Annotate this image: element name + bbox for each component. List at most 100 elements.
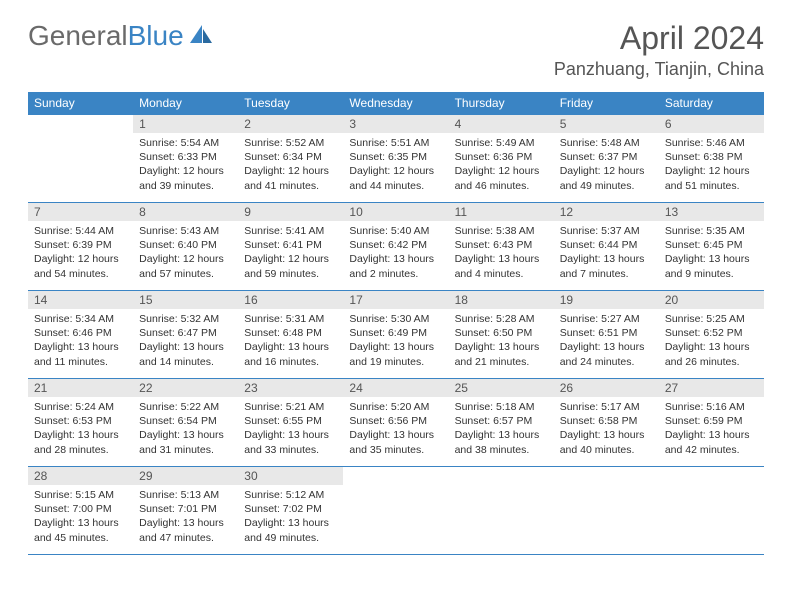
day-data: Sunrise: 5:44 AMSunset: 6:39 PMDaylight:… (28, 221, 133, 284)
day-cell: 15Sunrise: 5:32 AMSunset: 6:47 PMDayligh… (133, 291, 238, 379)
day-data: Sunrise: 5:12 AMSunset: 7:02 PMDaylight:… (238, 485, 343, 548)
day-cell: 9Sunrise: 5:41 AMSunset: 6:41 PMDaylight… (238, 203, 343, 291)
day-cell: 26Sunrise: 5:17 AMSunset: 6:58 PMDayligh… (554, 379, 659, 467)
day-cell: 6Sunrise: 5:46 AMSunset: 6:38 PMDaylight… (659, 115, 764, 203)
logo-sail-icon (188, 20, 214, 52)
weekday-header: Sunday (28, 92, 133, 115)
day-cell: 11Sunrise: 5:38 AMSunset: 6:43 PMDayligh… (449, 203, 554, 291)
day-cell: 7Sunrise: 5:44 AMSunset: 6:39 PMDaylight… (28, 203, 133, 291)
day-data: Sunrise: 5:21 AMSunset: 6:55 PMDaylight:… (238, 397, 343, 460)
day-cell: 27Sunrise: 5:16 AMSunset: 6:59 PMDayligh… (659, 379, 764, 467)
day-cell: 22Sunrise: 5:22 AMSunset: 6:54 PMDayligh… (133, 379, 238, 467)
day-cell: 14Sunrise: 5:34 AMSunset: 6:46 PMDayligh… (28, 291, 133, 379)
empty-cell (28, 115, 133, 203)
day-number: 19 (554, 291, 659, 309)
day-cell: 8Sunrise: 5:43 AMSunset: 6:40 PMDaylight… (133, 203, 238, 291)
day-number: 18 (449, 291, 554, 309)
location: Panzhuang, Tianjin, China (554, 59, 764, 80)
day-data: Sunrise: 5:48 AMSunset: 6:37 PMDaylight:… (554, 133, 659, 196)
day-number: 14 (28, 291, 133, 309)
day-number: 20 (659, 291, 764, 309)
day-number: 1 (133, 115, 238, 133)
day-cell: 30Sunrise: 5:12 AMSunset: 7:02 PMDayligh… (238, 467, 343, 555)
day-number: 26 (554, 379, 659, 397)
day-number: 15 (133, 291, 238, 309)
day-number: 16 (238, 291, 343, 309)
day-cell: 29Sunrise: 5:13 AMSunset: 7:01 PMDayligh… (133, 467, 238, 555)
calendar-week-row: 7Sunrise: 5:44 AMSunset: 6:39 PMDaylight… (28, 203, 764, 291)
day-cell: 4Sunrise: 5:49 AMSunset: 6:36 PMDaylight… (449, 115, 554, 203)
day-number: 12 (554, 203, 659, 221)
weekday-header-row: SundayMondayTuesdayWednesdayThursdayFrid… (28, 92, 764, 115)
calendar-week-row: 1Sunrise: 5:54 AMSunset: 6:33 PMDaylight… (28, 115, 764, 203)
day-cell: 17Sunrise: 5:30 AMSunset: 6:49 PMDayligh… (343, 291, 448, 379)
day-data: Sunrise: 5:38 AMSunset: 6:43 PMDaylight:… (449, 221, 554, 284)
day-number: 21 (28, 379, 133, 397)
day-cell: 10Sunrise: 5:40 AMSunset: 6:42 PMDayligh… (343, 203, 448, 291)
month-title: April 2024 (554, 20, 764, 57)
calendar-week-row: 14Sunrise: 5:34 AMSunset: 6:46 PMDayligh… (28, 291, 764, 379)
day-cell: 5Sunrise: 5:48 AMSunset: 6:37 PMDaylight… (554, 115, 659, 203)
day-data: Sunrise: 5:27 AMSunset: 6:51 PMDaylight:… (554, 309, 659, 372)
day-data: Sunrise: 5:13 AMSunset: 7:01 PMDaylight:… (133, 485, 238, 548)
day-data: Sunrise: 5:41 AMSunset: 6:41 PMDaylight:… (238, 221, 343, 284)
weekday-header: Tuesday (238, 92, 343, 115)
empty-cell (554, 467, 659, 555)
day-data: Sunrise: 5:54 AMSunset: 6:33 PMDaylight:… (133, 133, 238, 196)
day-cell: 19Sunrise: 5:27 AMSunset: 6:51 PMDayligh… (554, 291, 659, 379)
calendar-table: SundayMondayTuesdayWednesdayThursdayFrid… (28, 92, 764, 555)
day-cell: 20Sunrise: 5:25 AMSunset: 6:52 PMDayligh… (659, 291, 764, 379)
day-cell: 25Sunrise: 5:18 AMSunset: 6:57 PMDayligh… (449, 379, 554, 467)
day-number: 7 (28, 203, 133, 221)
day-data: Sunrise: 5:40 AMSunset: 6:42 PMDaylight:… (343, 221, 448, 284)
day-cell: 24Sunrise: 5:20 AMSunset: 6:56 PMDayligh… (343, 379, 448, 467)
header: GeneralBlue April 2024 Panzhuang, Tianji… (28, 20, 764, 80)
weekday-header: Thursday (449, 92, 554, 115)
day-number: 4 (449, 115, 554, 133)
day-cell: 12Sunrise: 5:37 AMSunset: 6:44 PMDayligh… (554, 203, 659, 291)
day-number: 5 (554, 115, 659, 133)
day-data: Sunrise: 5:16 AMSunset: 6:59 PMDaylight:… (659, 397, 764, 460)
day-cell: 28Sunrise: 5:15 AMSunset: 7:00 PMDayligh… (28, 467, 133, 555)
day-number: 30 (238, 467, 343, 485)
day-data: Sunrise: 5:18 AMSunset: 6:57 PMDaylight:… (449, 397, 554, 460)
day-data: Sunrise: 5:22 AMSunset: 6:54 PMDaylight:… (133, 397, 238, 460)
day-data: Sunrise: 5:32 AMSunset: 6:47 PMDaylight:… (133, 309, 238, 372)
day-data: Sunrise: 5:25 AMSunset: 6:52 PMDaylight:… (659, 309, 764, 372)
day-number: 10 (343, 203, 448, 221)
title-block: April 2024 Panzhuang, Tianjin, China (554, 20, 764, 80)
day-data: Sunrise: 5:35 AMSunset: 6:45 PMDaylight:… (659, 221, 764, 284)
day-data: Sunrise: 5:24 AMSunset: 6:53 PMDaylight:… (28, 397, 133, 460)
logo-text-2: Blue (128, 20, 184, 52)
day-data: Sunrise: 5:34 AMSunset: 6:46 PMDaylight:… (28, 309, 133, 372)
empty-cell (659, 467, 764, 555)
day-data: Sunrise: 5:51 AMSunset: 6:35 PMDaylight:… (343, 133, 448, 196)
day-number: 8 (133, 203, 238, 221)
day-data: Sunrise: 5:31 AMSunset: 6:48 PMDaylight:… (238, 309, 343, 372)
day-cell: 3Sunrise: 5:51 AMSunset: 6:35 PMDaylight… (343, 115, 448, 203)
day-data: Sunrise: 5:15 AMSunset: 7:00 PMDaylight:… (28, 485, 133, 548)
weekday-header: Saturday (659, 92, 764, 115)
day-number: 29 (133, 467, 238, 485)
day-number: 13 (659, 203, 764, 221)
day-cell: 1Sunrise: 5:54 AMSunset: 6:33 PMDaylight… (133, 115, 238, 203)
day-number: 9 (238, 203, 343, 221)
day-cell: 23Sunrise: 5:21 AMSunset: 6:55 PMDayligh… (238, 379, 343, 467)
day-cell: 2Sunrise: 5:52 AMSunset: 6:34 PMDaylight… (238, 115, 343, 203)
day-cell: 18Sunrise: 5:28 AMSunset: 6:50 PMDayligh… (449, 291, 554, 379)
day-number: 28 (28, 467, 133, 485)
calendar-week-row: 21Sunrise: 5:24 AMSunset: 6:53 PMDayligh… (28, 379, 764, 467)
day-data: Sunrise: 5:49 AMSunset: 6:36 PMDaylight:… (449, 133, 554, 196)
logo: GeneralBlue (28, 20, 214, 52)
day-data: Sunrise: 5:20 AMSunset: 6:56 PMDaylight:… (343, 397, 448, 460)
day-number: 23 (238, 379, 343, 397)
day-number: 22 (133, 379, 238, 397)
day-cell: 16Sunrise: 5:31 AMSunset: 6:48 PMDayligh… (238, 291, 343, 379)
day-cell: 13Sunrise: 5:35 AMSunset: 6:45 PMDayligh… (659, 203, 764, 291)
day-number: 2 (238, 115, 343, 133)
day-data: Sunrise: 5:46 AMSunset: 6:38 PMDaylight:… (659, 133, 764, 196)
day-data: Sunrise: 5:17 AMSunset: 6:58 PMDaylight:… (554, 397, 659, 460)
calendar-body: 1Sunrise: 5:54 AMSunset: 6:33 PMDaylight… (28, 115, 764, 555)
day-data: Sunrise: 5:43 AMSunset: 6:40 PMDaylight:… (133, 221, 238, 284)
empty-cell (343, 467, 448, 555)
